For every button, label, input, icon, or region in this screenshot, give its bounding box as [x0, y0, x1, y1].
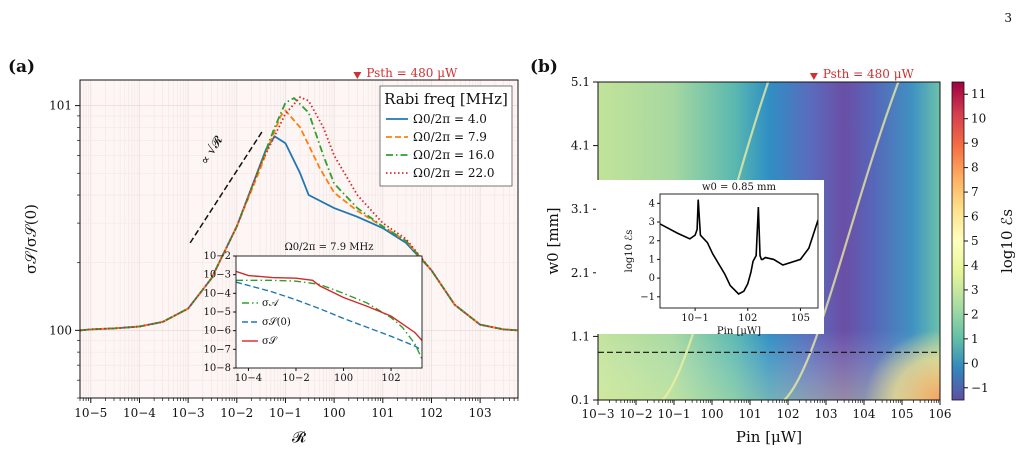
inset-y-tick-label-a: 10−2 [204, 251, 231, 262]
inset-y-label-b: log10 ℰs [624, 230, 635, 273]
x-tick-label-a: 100 [323, 406, 346, 420]
sqrt-slope-line [189, 129, 264, 244]
inset-b-content [660, 199, 818, 295]
x-tick-label-b: 10−3 [582, 407, 615, 421]
inset-title-a: Ω0/2π = 7.9 MHz [284, 242, 373, 253]
x-axis-label-b: Pin [μW] [736, 428, 802, 446]
inset-y-tick-label-b: 1 [649, 254, 655, 265]
inset-x-tick-label-a: 10−4 [235, 373, 262, 384]
colorbar-tick-label: 2 [971, 307, 979, 321]
inset-legend-entry: σ𝒜 [262, 298, 280, 309]
x-tick-label-b: 102 [777, 407, 800, 421]
plot-frame-a [79, 79, 519, 399]
x-tick-label-a: 10−5 [74, 406, 107, 420]
x-tick-label-a: 10−3 [172, 406, 205, 420]
colorbar-tick-label: 3 [971, 283, 979, 297]
y-tick-label-b: 1.1 [571, 329, 590, 343]
x-tick-label-b: 101 [739, 407, 762, 421]
y-tick-label-b: 3.1 [571, 202, 590, 216]
x-tick-label-b: 105 [891, 407, 914, 421]
legend-title-a: Rabi freq [MHz] [384, 90, 508, 108]
marker-label-b: Psth = 480 μW [823, 67, 915, 81]
series-line-2 [80, 96, 518, 332]
x-tick-label-a: 10−1 [269, 406, 302, 420]
colorbar-tick-label: 0 [971, 356, 979, 370]
colorbar-tick-label: 4 [971, 258, 979, 272]
colorbar-tick-label: 8 [971, 161, 979, 175]
inset-y-tick-label-a: 10−3 [204, 270, 231, 281]
y-axis-label-a: σ𝒮/σ𝒮(0) [22, 204, 40, 274]
y-tick-label-a: 100 [49, 323, 72, 337]
inset-y-tick-label-a: 10−4 [204, 288, 231, 299]
inset-x-tick-label-b: 105 [791, 313, 810, 324]
inset-legend-entry: σ𝒮(0) [262, 317, 291, 328]
inset-frame-b [659, 193, 819, 309]
colorbar-tick-label: 10 [971, 112, 986, 126]
marker-label-a: Psth = 480 μW [366, 66, 458, 80]
inset-y-tick-label-b: 3 [649, 217, 655, 228]
inset-y-tick-label-a: 10−8 [204, 363, 231, 374]
inset-x-tick-label-b: 102 [738, 313, 757, 324]
panel-label-b: (b) [530, 57, 558, 77]
inset-x-label-b: Pin [μW] [717, 326, 761, 337]
y-axis-label-b: w0 [mm] [544, 207, 562, 274]
x-tick-label-b: 103 [815, 407, 838, 421]
colorbar-tick-label: 1 [971, 332, 979, 346]
colorbar-tick-label: 7 [971, 185, 979, 199]
inset-series-0 [236, 279, 422, 360]
y-tick-label-b: 5.1 [571, 75, 590, 89]
x-tick-label-b: 104 [853, 407, 876, 421]
x-tick-label-b: 10−2 [620, 407, 653, 421]
x-tick-label-a: 102 [420, 406, 443, 420]
panel-label-a: (a) [8, 57, 35, 77]
colorbar-tick-label: 9 [971, 136, 979, 150]
y-tick-label-b: 2.1 [571, 266, 590, 280]
x-tick-label-b: 10−1 [658, 407, 691, 421]
inset-b-series-0 [660, 199, 818, 295]
inset-y-tick-label-b: −1 [640, 292, 655, 303]
inset-y-tick-label-b: 0 [649, 273, 655, 284]
colorbar-tick-label: 11 [971, 87, 986, 101]
inset-y-tick-label-b: 4 [649, 198, 655, 209]
inset-title-b: w0 = 0.85 mm [702, 182, 777, 193]
marker-triangle-a [353, 72, 362, 79]
legend-entry: Ω0/2π = 4.0 [413, 112, 487, 126]
page-number: 3 [1004, 11, 1012, 25]
colorbar-tick-label: −1 [971, 381, 989, 395]
inset-x-tick-label-b: 10−1 [681, 313, 708, 324]
inset-y-tick-label-b: 2 [649, 236, 655, 247]
inset-x-tick-label-a: 102 [382, 373, 401, 384]
x-tick-label-a: 10−4 [123, 406, 156, 420]
x-tick-label-b: 100 [701, 407, 724, 421]
marker-triangle-b [809, 73, 818, 80]
y-tick-label-b: 4.1 [571, 139, 590, 153]
inset-area-a [236, 256, 422, 368]
legend-entry: Ω0/2π = 7.9 [413, 130, 487, 144]
colorbar-tick-label: 6 [971, 210, 979, 224]
colorbar [951, 81, 965, 401]
legend-box-a [379, 85, 513, 187]
inset-y-tick-label-a: 10−7 [204, 344, 231, 355]
x-axis-label-a: 𝓡 [292, 428, 307, 446]
legend-entry: Ω0/2π = 22.0 [413, 166, 495, 180]
inset-y-tick-label-a: 10−5 [204, 307, 231, 318]
inset-legend-entry: σ𝒮 [262, 336, 278, 347]
x-tick-label-a: 101 [371, 406, 394, 420]
colorbar-label: log10 ℰs [998, 209, 1016, 273]
inset-a-content [236, 270, 422, 360]
y-tick-label-b: 0.1 [571, 393, 590, 407]
inset-series-1 [236, 281, 422, 351]
x-tick-label-a: 10−2 [220, 406, 253, 420]
x-tick-label-a: 103 [469, 406, 492, 420]
inset-x-tick-label-a: 10−2 [282, 373, 309, 384]
resonance-curve-2 [783, 82, 900, 400]
x-tick-label-b: 106 [929, 407, 952, 421]
colorbar-tick-label: 5 [971, 234, 979, 248]
inset-x-tick-label-a: 100 [334, 373, 353, 384]
y-tick-label-a: 101 [49, 99, 72, 113]
inset-series-2 [236, 270, 422, 341]
legend-entry: Ω0/2π = 16.0 [413, 148, 495, 162]
inset-y-tick-label-a: 10−6 [204, 326, 231, 337]
